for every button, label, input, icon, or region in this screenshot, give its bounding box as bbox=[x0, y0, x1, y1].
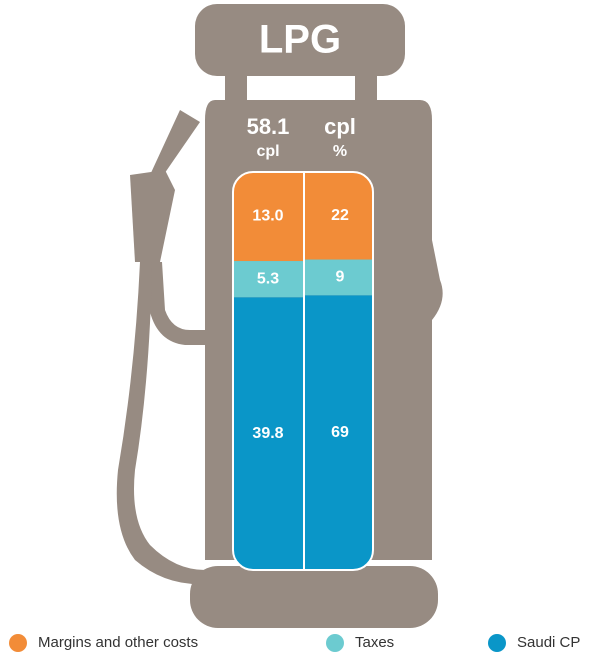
column-header: 58.1 bbox=[247, 114, 290, 139]
data-label: 69 bbox=[331, 424, 349, 441]
data-label: 39.8 bbox=[252, 425, 283, 442]
legend-swatch bbox=[9, 634, 27, 652]
column-unit: % bbox=[333, 143, 347, 160]
chart: LPG 58.1 cpl cpl % 13.0 5.3 39.8 22 9 69 Margi… bbox=[0, 0, 600, 655]
page: {"chart_data": {"type": "pump-stacked-ba… bbox=[0, 0, 600, 655]
legend-label: Taxes bbox=[355, 634, 394, 651]
chart-title: LPG bbox=[259, 18, 341, 62]
column-unit: cpl bbox=[256, 143, 279, 160]
data-label: 9 bbox=[336, 269, 345, 286]
data-label: 5.3 bbox=[257, 270, 279, 287]
legend-swatch bbox=[488, 634, 506, 652]
legend-swatch bbox=[326, 634, 344, 652]
column-header: cpl bbox=[324, 114, 356, 139]
legend-label: Margins and other costs bbox=[38, 634, 198, 651]
data-label: 22 bbox=[331, 207, 349, 224]
legend-label: Saudi CP bbox=[517, 634, 580, 651]
data-label: 13.0 bbox=[252, 208, 283, 225]
